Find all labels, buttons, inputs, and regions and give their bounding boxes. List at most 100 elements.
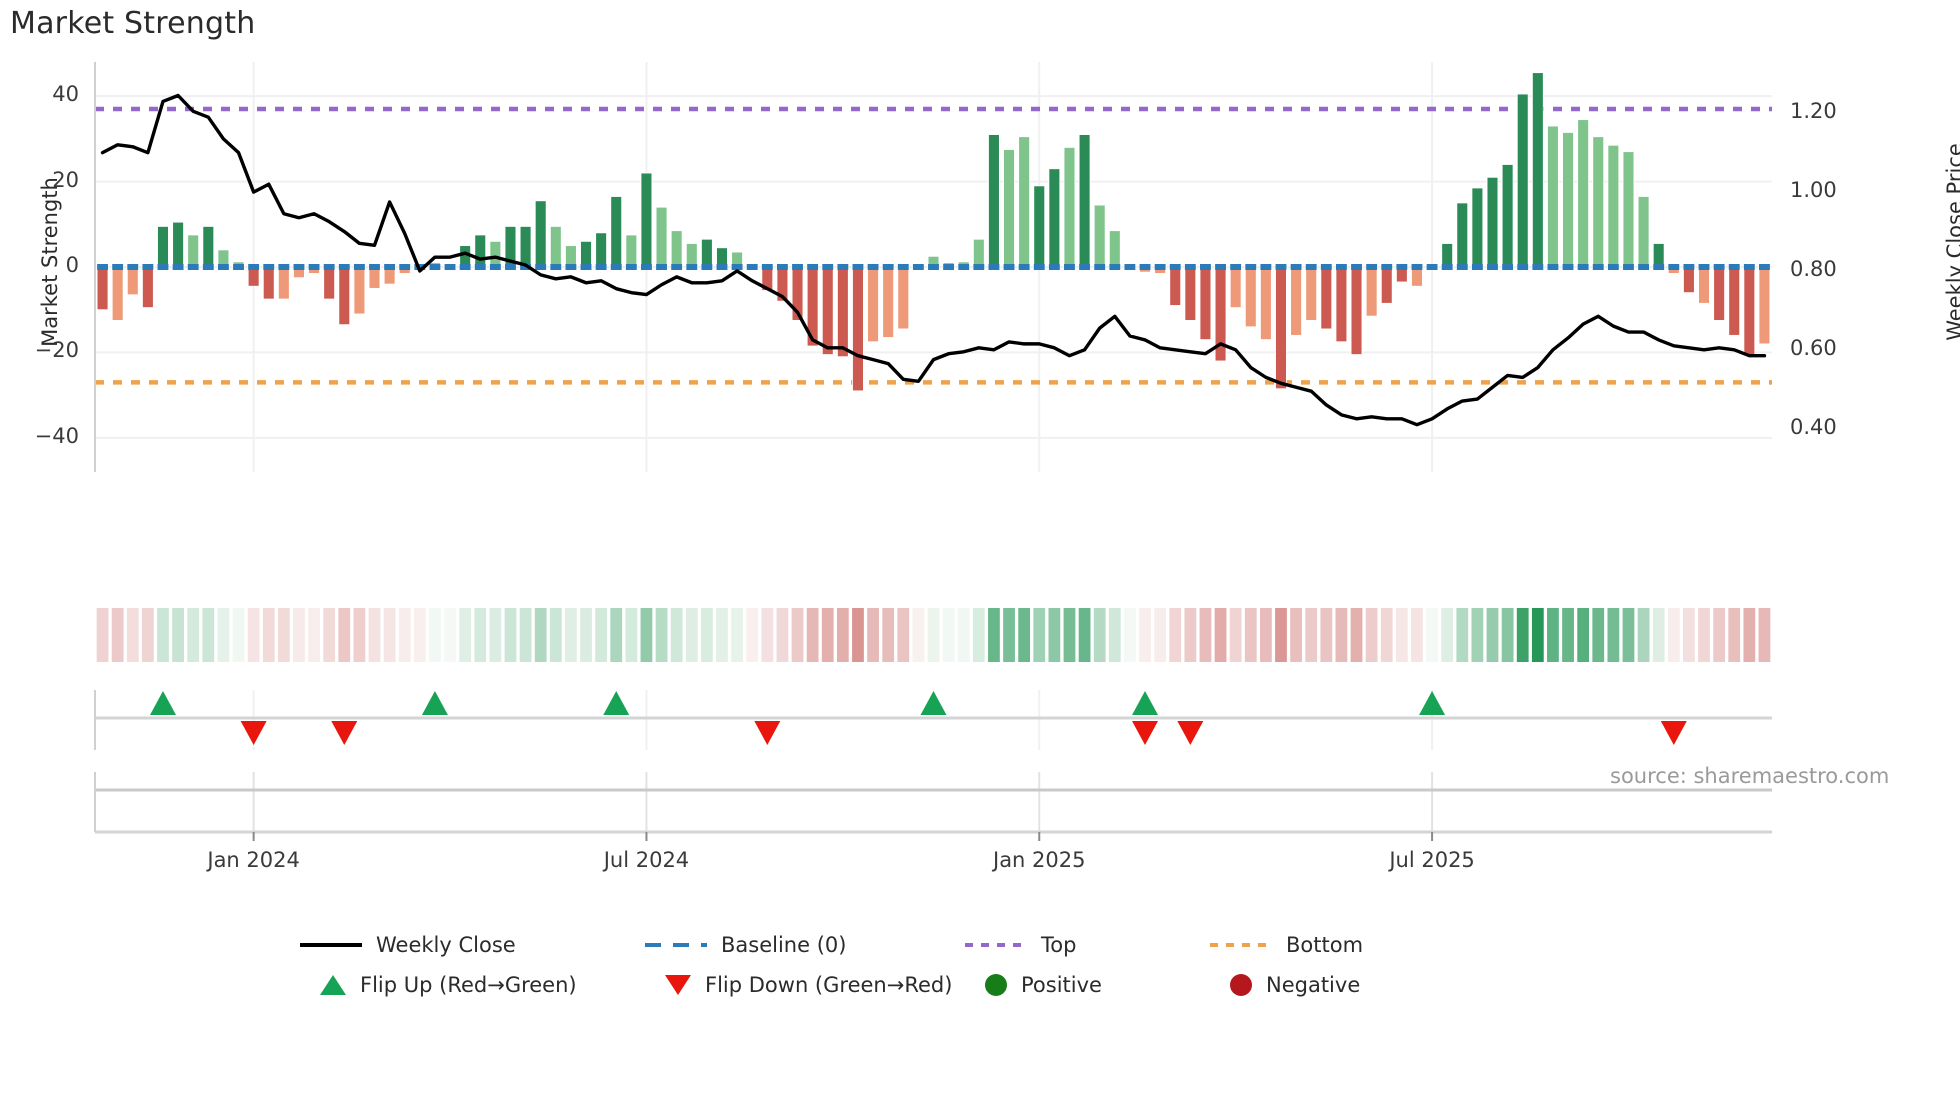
heatmap-cell bbox=[1244, 608, 1257, 662]
heatmap-cell bbox=[746, 608, 759, 662]
bar bbox=[610, 196, 623, 268]
heatmap-cell bbox=[640, 608, 653, 662]
heatmap-cell bbox=[1713, 608, 1726, 662]
legend-item[interactable]: Positive bbox=[965, 973, 1210, 997]
baseline-segment bbox=[882, 264, 894, 270]
heatmap-cell bbox=[1229, 608, 1242, 662]
baseline-segment bbox=[505, 264, 516, 270]
bar bbox=[625, 234, 638, 268]
heatmap-cell bbox=[776, 608, 789, 662]
bar bbox=[1350, 266, 1363, 355]
heatmap-cell bbox=[323, 608, 336, 662]
baseline-segment bbox=[701, 264, 713, 270]
heatmap-cell bbox=[670, 608, 683, 662]
baseline-segment bbox=[217, 264, 229, 270]
bar bbox=[172, 221, 184, 268]
heatmap-cell bbox=[1078, 608, 1091, 662]
legend-label: Bottom bbox=[1286, 933, 1364, 957]
baseline-segment bbox=[1517, 264, 1529, 270]
bar bbox=[278, 266, 290, 300]
heatmap-cell bbox=[293, 608, 305, 662]
circle-marker-icon bbox=[1230, 974, 1252, 996]
baseline-segment bbox=[97, 264, 108, 270]
bar bbox=[1078, 134, 1091, 268]
baseline-segment bbox=[1200, 264, 1211, 270]
baseline-segment bbox=[943, 264, 955, 270]
bar bbox=[701, 238, 713, 268]
baseline-segment bbox=[399, 264, 411, 270]
legend-item[interactable]: Bottom bbox=[1210, 933, 1470, 957]
heatmap-cell bbox=[1063, 608, 1076, 662]
heatmap-cell bbox=[1335, 608, 1348, 662]
legend-item[interactable]: Top bbox=[965, 933, 1210, 957]
heatmap-cell bbox=[368, 608, 381, 662]
baseline-segment bbox=[1079, 264, 1091, 270]
legend-item[interactable]: Negative bbox=[1210, 973, 1470, 997]
legend-item[interactable]: Flip Down (Green→Red) bbox=[645, 973, 965, 997]
heatmap-cell bbox=[1305, 608, 1318, 662]
heatmap-cell bbox=[504, 608, 517, 662]
baseline-segment bbox=[127, 264, 139, 270]
bar bbox=[96, 266, 109, 311]
y-tick-right: 1.00 bbox=[1790, 178, 1837, 203]
bar bbox=[1244, 266, 1257, 328]
baseline-segment bbox=[1713, 264, 1725, 270]
x-tick-label: Jan 2024 bbox=[207, 848, 300, 872]
heatmap-cell bbox=[1214, 608, 1227, 662]
bar bbox=[1380, 266, 1393, 304]
baseline-segment bbox=[248, 264, 260, 270]
bar bbox=[1018, 136, 1030, 268]
heatmap-cell bbox=[1199, 608, 1212, 662]
heatmap-cell bbox=[444, 608, 456, 662]
bar bbox=[1335, 266, 1348, 343]
baseline-segment bbox=[1668, 264, 1680, 270]
triangle-up-icon bbox=[320, 975, 346, 995]
bar bbox=[565, 245, 577, 268]
legend-item[interactable]: Flip Up (Red→Green) bbox=[300, 973, 645, 997]
baseline-segment bbox=[1139, 264, 1151, 270]
baseline-segment bbox=[1728, 264, 1740, 270]
baseline-segment bbox=[1275, 264, 1287, 270]
baseline-segment bbox=[1033, 264, 1045, 270]
bar bbox=[1743, 266, 1756, 355]
baseline-segment bbox=[1018, 264, 1030, 270]
bar bbox=[489, 240, 502, 268]
bar bbox=[1637, 196, 1650, 268]
bar bbox=[1365, 266, 1378, 317]
circle-marker-icon bbox=[985, 974, 1007, 996]
legend-item[interactable]: Weekly Close bbox=[300, 933, 645, 957]
baseline-segment bbox=[792, 264, 803, 270]
baseline-segment bbox=[1064, 264, 1075, 270]
baseline-segment bbox=[1532, 264, 1544, 270]
bar bbox=[1531, 72, 1544, 268]
heatmap-cell bbox=[1562, 608, 1574, 662]
heatmap-cell bbox=[1622, 608, 1635, 662]
baseline-segment bbox=[580, 264, 592, 270]
flip-up-marker bbox=[149, 691, 176, 715]
baseline-segment bbox=[1320, 264, 1332, 270]
bar bbox=[685, 243, 698, 268]
heatmap-cell bbox=[1743, 608, 1756, 662]
bar bbox=[1516, 93, 1529, 268]
flip-down-marker bbox=[331, 721, 358, 745]
baseline-segment bbox=[1366, 264, 1378, 270]
heatmap-cell bbox=[1290, 608, 1302, 662]
heatmap-cell bbox=[761, 608, 774, 662]
bar bbox=[1728, 266, 1741, 336]
bar bbox=[655, 206, 668, 268]
bar bbox=[595, 232, 607, 268]
heatmap-cell bbox=[1124, 608, 1136, 662]
heatmap-cell bbox=[96, 608, 109, 662]
bar bbox=[368, 266, 381, 289]
bar bbox=[1441, 243, 1454, 268]
y-tick-right: 0.80 bbox=[1790, 256, 1837, 281]
baseline-segment bbox=[958, 264, 970, 270]
legend-item[interactable]: Baseline (0) bbox=[645, 933, 965, 957]
page-title: Market Strength bbox=[10, 6, 256, 41]
y-tick-left: 0 bbox=[65, 253, 79, 277]
heatmap-cell bbox=[1531, 608, 1544, 662]
heatmap-cell bbox=[534, 608, 547, 662]
heatmap-cell bbox=[716, 608, 728, 662]
heatmap-cell bbox=[1441, 608, 1454, 662]
baseline-segment bbox=[1638, 264, 1650, 270]
